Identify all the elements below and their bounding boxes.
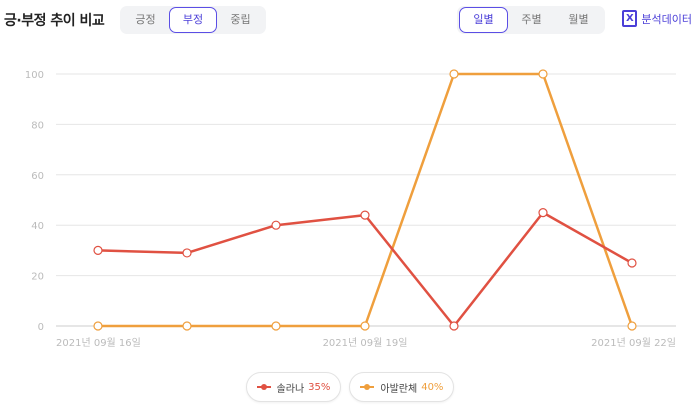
- page-title: 긍·부정 추이 비교: [4, 13, 105, 29]
- excel-file-icon: X: [622, 10, 638, 27]
- series-2-point: [627, 321, 637, 331]
- series-1-point: [182, 248, 192, 258]
- x-tick-label: 2021년 09월 19일: [323, 337, 408, 349]
- legend-item-series-1[interactable]: 솔라나 35%: [245, 372, 342, 402]
- series-2-point: [360, 321, 370, 331]
- tab-monthly[interactable]: 월별: [568, 13, 589, 26]
- y-tick-label: 60: [31, 171, 44, 182]
- sentiment-tab-group: 긍정 부정 중립: [120, 6, 266, 34]
- series-2-point: [449, 69, 459, 79]
- series-1-point: [271, 220, 281, 230]
- tab-weekly[interactable]: 주별: [521, 13, 542, 26]
- tab-negative[interactable]: 부정: [169, 7, 217, 33]
- y-tick-label: 0: [38, 322, 44, 333]
- series-1-point: [93, 245, 103, 255]
- chart-legend: 솔라나 35% 아발란체 40%: [0, 372, 700, 402]
- series-1-line: [97, 211, 633, 328]
- tab-neutral[interactable]: 중립: [230, 13, 251, 26]
- y-tick-label: 100: [25, 70, 44, 81]
- export-data-button[interactable]: X 분석데이터: [622, 10, 692, 27]
- series-1-point: [538, 208, 548, 218]
- export-label: 분석데이터: [641, 12, 692, 26]
- series-2-marker-icon: [360, 382, 375, 392]
- legend-series-name: 솔라나: [276, 383, 305, 395]
- series-1-point: [360, 210, 370, 220]
- series-2-point: [271, 321, 281, 331]
- y-tick-label: 80: [31, 120, 44, 131]
- legend-series-name: 아발란체: [380, 383, 418, 395]
- tab-positive[interactable]: 긍정: [135, 13, 156, 26]
- series-1-point: [627, 258, 637, 268]
- y-tick-label: 20: [31, 272, 44, 283]
- series-2-point: [93, 321, 103, 331]
- x-tick-label: 2021년 09월 16일: [56, 337, 141, 349]
- x-tick-label: 2021년 09월 22일: [591, 337, 676, 349]
- legend-item-series-2[interactable]: 아발란체 40%: [349, 372, 455, 402]
- series-1-point: [449, 321, 459, 331]
- series-1-marker-icon: [256, 382, 271, 392]
- series-2-line: [98, 72, 634, 328]
- legend-series-percent: 40%: [421, 381, 444, 393]
- tab-daily[interactable]: 일별: [459, 7, 508, 33]
- period-tab-group: 일별 주별 월별: [457, 6, 605, 34]
- line-chart: 0 20 40 60 80 100 2021년 09월 16일 2021년 09월 19일 20…: [25, 69, 676, 349]
- y-tick-label: 40: [31, 221, 44, 232]
- series-2-point: [182, 321, 192, 331]
- legend-series-percent: 35%: [308, 381, 331, 393]
- series-2-point: [538, 69, 548, 79]
